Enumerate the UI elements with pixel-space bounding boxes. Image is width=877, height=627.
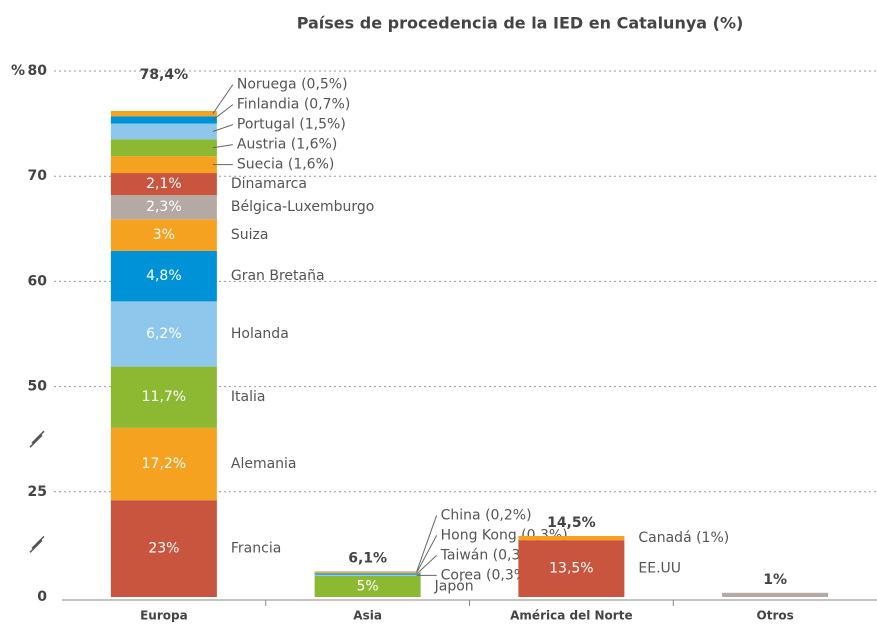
bar-segment <box>314 572 421 574</box>
y-tick-label: 80 <box>28 63 48 79</box>
bar-segment <box>110 366 217 428</box>
bar-segment <box>110 139 217 157</box>
segment-name: Dinamarca <box>231 176 307 192</box>
break-mark <box>29 535 45 553</box>
leader-line <box>212 144 233 149</box>
segment-name: China (0,2%) <box>441 507 532 523</box>
bar-segment <box>110 173 217 196</box>
segment-name: Suiza <box>231 227 269 243</box>
segment-name: Holanda <box>231 326 289 342</box>
y-tick-label: 60 <box>28 273 48 289</box>
segment-name: Taiwán (0,3%) <box>440 547 540 563</box>
bar-segment <box>110 250 217 302</box>
value-label: 2,1% <box>146 176 182 192</box>
segment-name: Portugal (1,5%) <box>237 117 346 133</box>
segment-name: Bélgica-Luxemburgo <box>231 199 374 215</box>
bar-segment <box>110 301 217 367</box>
value-label: 17,2% <box>142 456 186 472</box>
value-label: 2,3% <box>146 199 182 215</box>
segment-name: Canadá (1%) <box>638 530 729 546</box>
segment-name: Alemania <box>231 456 297 472</box>
bar-segment <box>314 573 421 575</box>
leader-line <box>416 535 438 574</box>
bar-segment <box>110 427 217 501</box>
y-tick-label: 0 <box>37 589 47 605</box>
total-label: 1% <box>763 572 787 588</box>
total-label: 14,5% <box>547 515 596 531</box>
bar-segment <box>110 500 217 597</box>
bar-segment <box>110 110 217 117</box>
bar-segment <box>722 592 829 597</box>
segment-name: Francia <box>231 541 281 557</box>
value-label: 11,7% <box>142 389 186 405</box>
segment-name: Japón <box>434 578 474 594</box>
segment-name: EE.UU <box>638 561 681 577</box>
leader-line <box>416 554 437 575</box>
y-tick-label: 25 <box>28 484 47 500</box>
x-tick-label: Otros <box>757 609 794 623</box>
bar-segment <box>110 156 217 174</box>
value-label: 6,2% <box>146 326 182 342</box>
total-label: 6,1% <box>348 550 387 566</box>
value-label: 5% <box>357 578 379 594</box>
bar-segment <box>110 123 217 140</box>
value-label: 23% <box>148 541 179 557</box>
bar-segment <box>110 219 217 251</box>
x-tick-label: América del Norte <box>510 609 632 623</box>
segment-name: Suecia (1,6%) <box>237 157 334 173</box>
segment-name: Italia <box>231 389 266 405</box>
leader-line <box>212 84 234 114</box>
total-label: 78,4% <box>140 67 189 83</box>
value-label: 3% <box>153 227 175 243</box>
value-label: 13,5% <box>549 561 593 577</box>
bar-segment <box>518 535 625 541</box>
x-tick-label: Europa <box>140 609 188 623</box>
leader-line <box>212 124 234 132</box>
bar-segment <box>518 540 625 597</box>
segment-name: Austria (1,6%) <box>237 137 337 153</box>
segment-name: Corea (0,3%) <box>441 567 533 583</box>
y-unit: % <box>11 63 25 79</box>
leader-line <box>416 515 438 572</box>
bar-segment <box>110 116 217 124</box>
bar-segment <box>314 574 421 576</box>
segment-name: Finlandia (0,7%) <box>237 97 350 113</box>
x-tick-label: Asia <box>353 609 382 623</box>
axis-breaks <box>29 430 45 553</box>
bar-segment <box>314 571 421 573</box>
bar-segment <box>314 575 421 597</box>
y-tick-label: 70 <box>28 168 48 184</box>
y-tick-label: 50 <box>28 379 48 395</box>
break-mark <box>29 430 45 448</box>
chart-title: Países de procedencia de la IED en Catal… <box>297 14 744 33</box>
segment-name: Gran Bretaña <box>231 268 325 284</box>
segment-name: Noruega (0,5%) <box>237 77 348 93</box>
bar-segment <box>110 195 217 220</box>
leader-line <box>212 104 234 121</box>
value-label: 4,8% <box>146 268 182 284</box>
